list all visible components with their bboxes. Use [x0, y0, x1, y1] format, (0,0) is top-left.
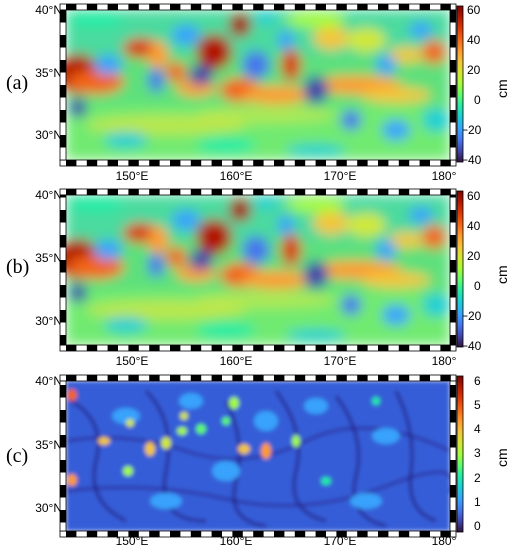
cb-tick-c-5: 1 [474, 495, 481, 509]
cb-tick-b-2: 20 [467, 249, 481, 263]
ytick-40n-c: 40°N [35, 374, 62, 388]
panel-label-a: (a) [6, 72, 29, 94]
map-panel-c [59, 374, 457, 538]
xtick-160e-a: 160°E [219, 169, 253, 183]
cb-tick-c-4: 2 [474, 471, 481, 485]
map-panel-a [59, 3, 457, 167]
xtick-180-b: 180° [431, 354, 457, 368]
ytick-35n-c: 35°N [35, 438, 62, 452]
cb-tick-b-1: 40 [467, 219, 481, 233]
xtick-160e-b: 160°E [219, 354, 253, 368]
cb-tick-b-5: −40 [461, 339, 482, 353]
colorbar-c [456, 375, 464, 533]
xtick-170e-b: 170°E [323, 354, 357, 368]
xtick-170e-c: 170°E [323, 534, 357, 548]
ytick-40n-a: 40°N [35, 3, 62, 17]
cb-tick-a-0: 60 [467, 3, 481, 17]
cb-tick-c-3: 3 [474, 446, 481, 460]
cb-tick-c-6: 0 [474, 519, 481, 533]
ytick-30n-c: 30°N [35, 501, 62, 515]
xtick-170e-a: 170°E [323, 169, 357, 183]
cb-tick-c-2: 4 [474, 422, 481, 436]
colorbar-b [456, 190, 464, 348]
cb-tick-a-2: 20 [467, 63, 481, 77]
cb-tick-a-5: −40 [461, 153, 482, 167]
map-panel-b [59, 188, 457, 352]
cb-tick-a-1: 40 [467, 33, 481, 47]
cb-tick-c-0: 6 [474, 374, 481, 388]
xtick-160e-c: 160°E [219, 534, 253, 548]
cb-tick-b-0: 60 [467, 189, 481, 203]
panel-label-b: (b) [6, 256, 30, 278]
ytick-30n-a: 30°N [35, 128, 62, 142]
xtick-150e-b: 150°E [115, 354, 149, 368]
cb-tick-c-1: 5 [474, 398, 481, 412]
xtick-180-c: 180° [431, 534, 457, 548]
cb-tick-a-3: 0 [474, 93, 481, 107]
cb-tick-b-4: −20 [461, 309, 482, 323]
cb-tick-a-4: −20 [461, 123, 482, 137]
xtick-150e-a: 150°E [115, 169, 149, 183]
xtick-180-a: 180° [431, 169, 457, 183]
cb-tick-b-3: 0 [474, 279, 481, 293]
panel-label-c: (c) [6, 445, 29, 467]
ytick-35n-a: 35°N [35, 66, 62, 80]
colorbar-a [456, 5, 464, 163]
ytick-35n-b: 35°N [35, 251, 62, 265]
ytick-40n-b: 40°N [35, 188, 62, 202]
ytick-30n-b: 30°N [35, 314, 62, 328]
xtick-150e-c: 150°E [115, 534, 149, 548]
